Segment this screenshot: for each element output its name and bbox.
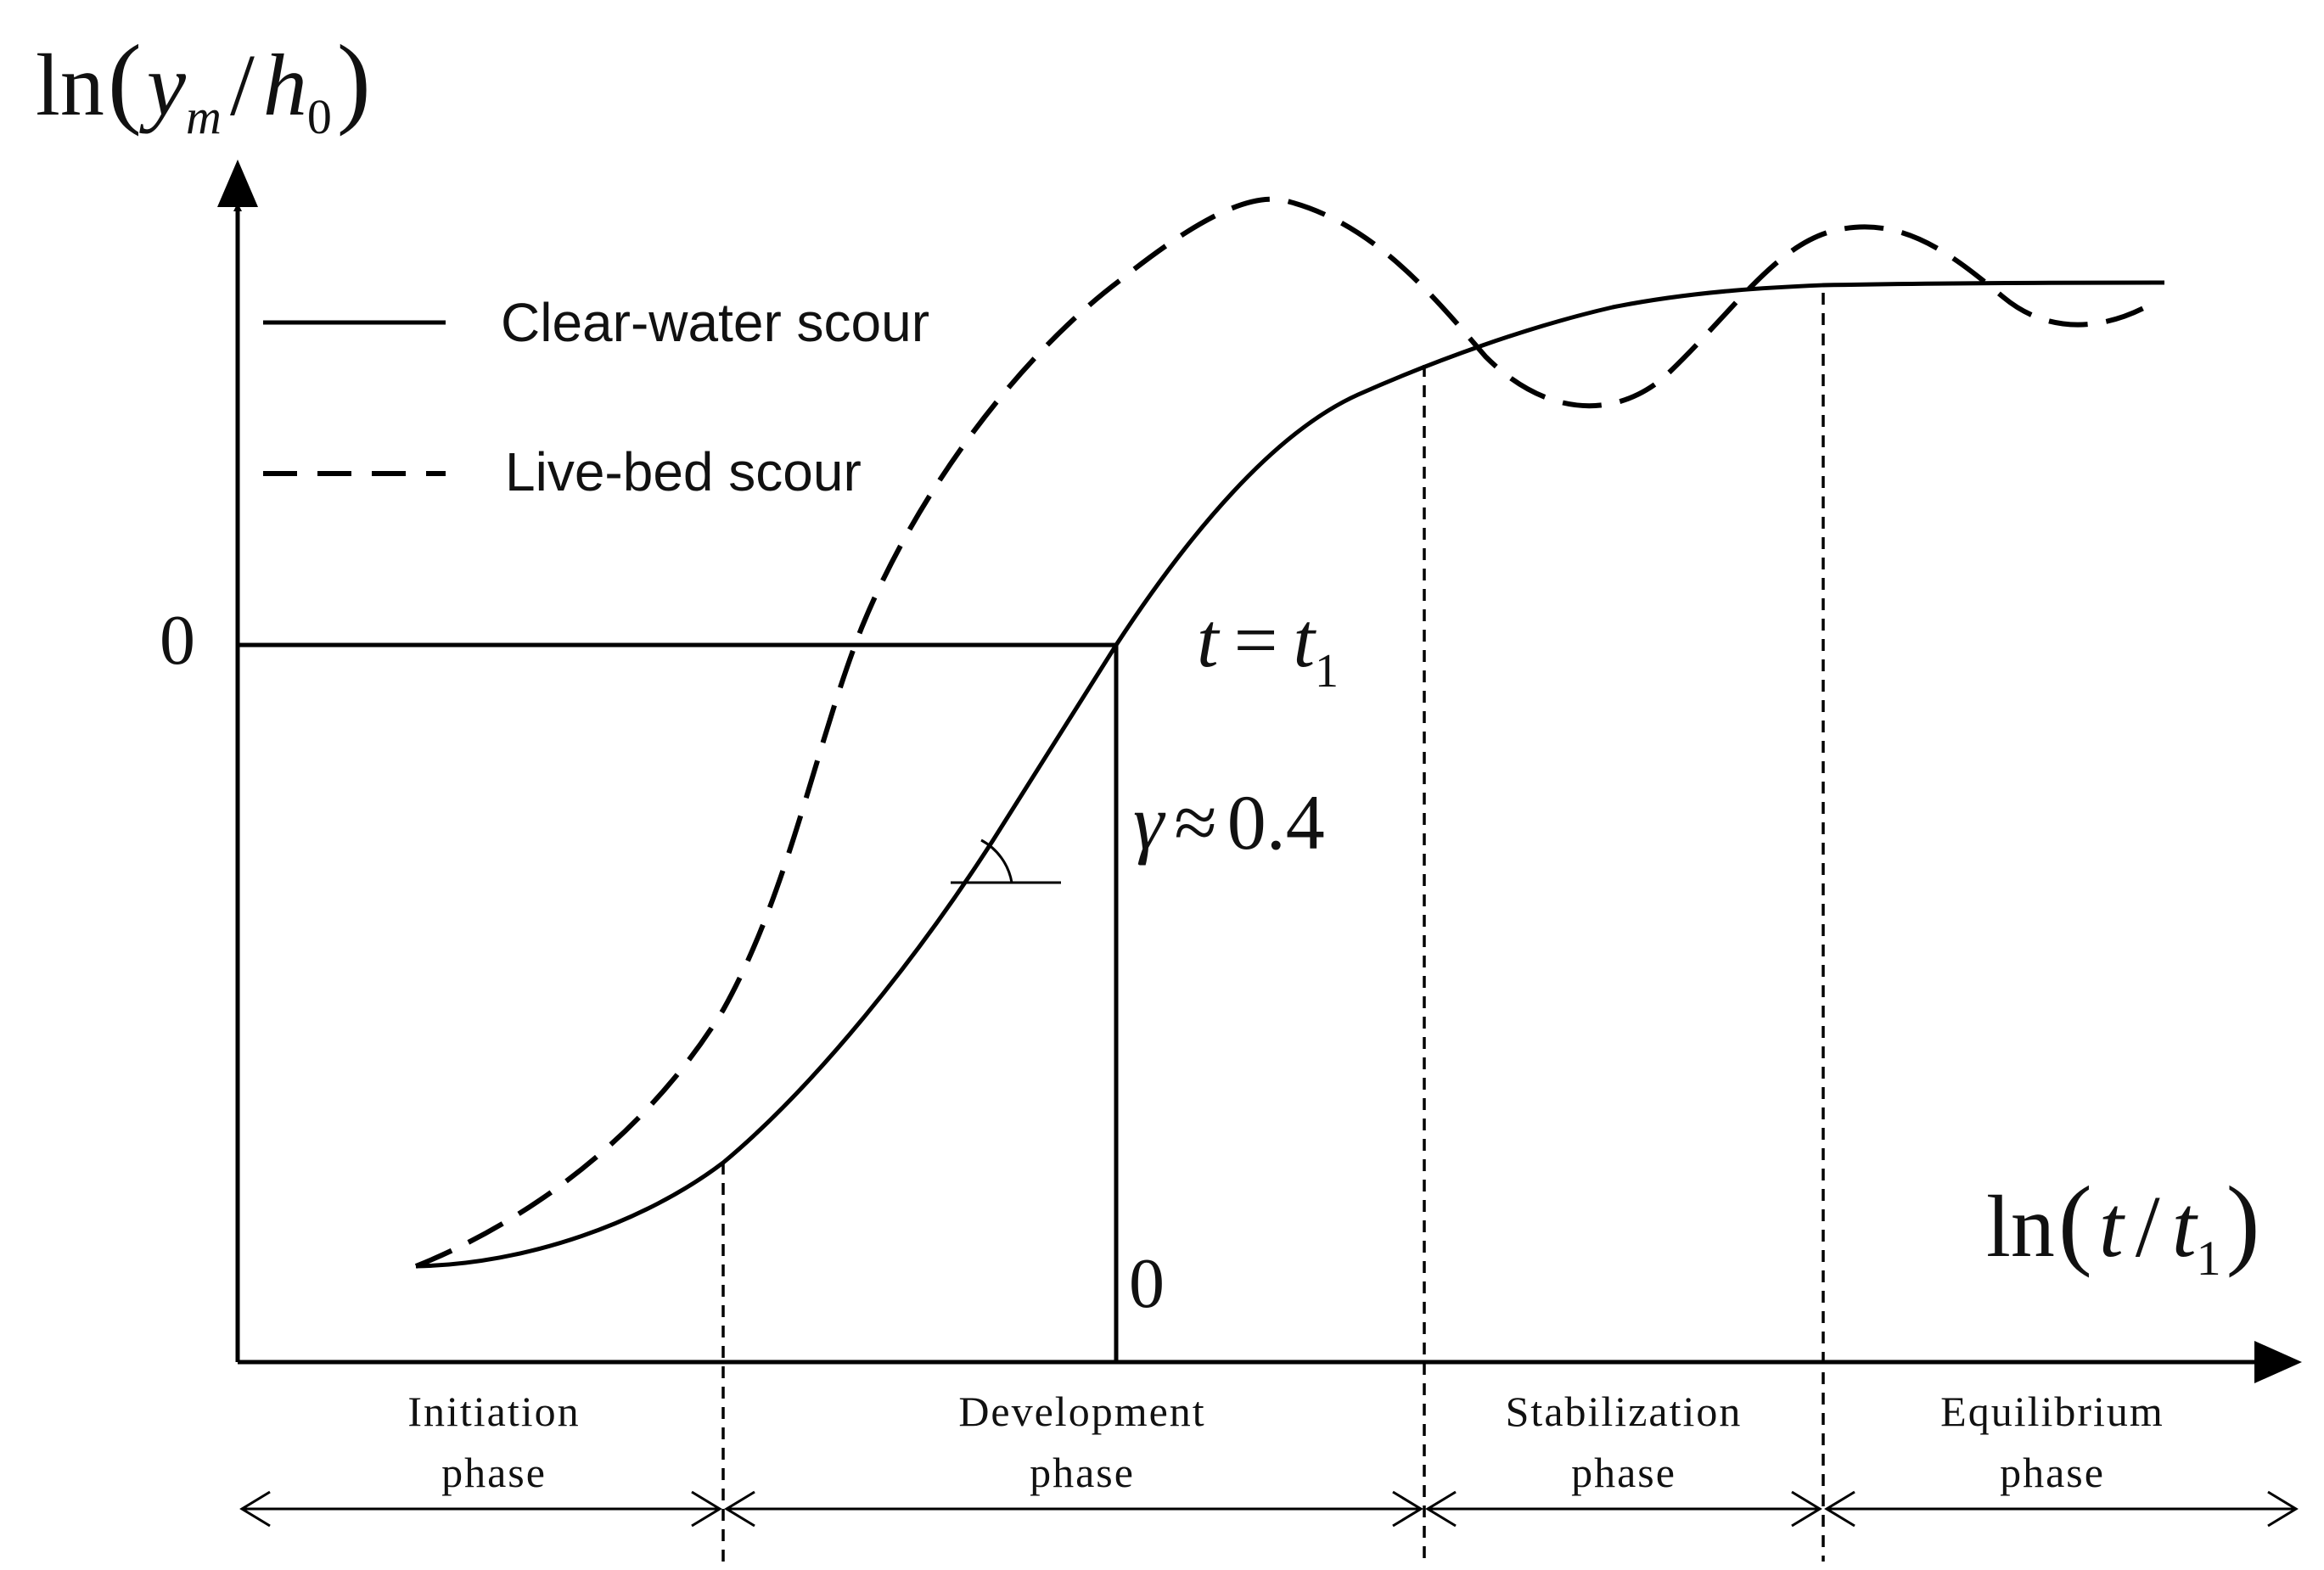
- phase-initiation-line2: phase: [441, 1449, 547, 1496]
- phase-equilibrium-line1: Equilibrium: [1940, 1388, 2164, 1435]
- equilibrium-span-arrow: [1824, 1490, 2299, 1528]
- svg-text:ln(t/t1): ln(t / t1): [1986, 1165, 2260, 1286]
- t-equals-t1-annotation: t = t1: [1197, 597, 1339, 698]
- x-axis-title: ln(t / t1): [1986, 1165, 2260, 1286]
- phase-initiation-line1: Initiation: [407, 1388, 580, 1435]
- slope-annotation: γ ≈0.4: [1133, 779, 1325, 866]
- phase-span-arrows: [239, 1490, 2299, 1528]
- stabilization-span-arrow: [1425, 1490, 1822, 1528]
- legend-label-clear-water: Clear-water scour: [501, 292, 929, 353]
- svg-text:ln(ym/h0): ln(ym/h0): [36, 24, 371, 144]
- y-axis-arrow: [217, 160, 258, 207]
- phase-stabilization-line1: Stabilization: [1506, 1388, 1743, 1435]
- y-axis-title: ln(ym/h0): [36, 24, 371, 144]
- y-axis-den-sub: 0: [307, 89, 332, 144]
- t-eq-rhs: t: [1293, 597, 1316, 683]
- x-zero-label: 0: [1129, 1244, 1165, 1323]
- y-axis-den: h: [263, 36, 307, 134]
- slope-op: ≈: [1174, 779, 1217, 866]
- t-eq-lhs: t: [1197, 597, 1221, 683]
- x-axis-den: t: [2172, 1178, 2198, 1276]
- phase-stabilization-line2: phase: [1571, 1449, 1676, 1496]
- x-axis-fn: ln: [1986, 1178, 2055, 1276]
- phase-labels: Initiation phase Development phase Stabi…: [407, 1388, 2164, 1496]
- phase-development-line1: Development: [958, 1388, 1205, 1435]
- svg-text:γ≈0.4: γ ≈0.4: [1133, 779, 1325, 866]
- clear-water-scour-curve: [415, 280, 2165, 1269]
- slope-value: 0.4: [1227, 779, 1325, 866]
- t-eq-op: =: [1234, 597, 1278, 683]
- live-bed-scour-curve: [414, 196, 2158, 1269]
- phase-development-line2: phase: [1030, 1449, 1135, 1496]
- slope-angle-arc: [980, 838, 1013, 883]
- y-axis-num-sub: m: [186, 89, 222, 144]
- phase-equilibrium-line2: phase: [2000, 1449, 2105, 1496]
- y-zero-label: 0: [160, 601, 195, 680]
- t-eq-rhs-sub: 1: [1315, 645, 1339, 698]
- initiation-span-arrow: [239, 1490, 722, 1528]
- development-span-arrow: [724, 1490, 1423, 1528]
- svg-text:t=t1: t = t1: [1197, 597, 1339, 698]
- slope-symbol: γ: [1133, 779, 1166, 866]
- y-axis-fn: ln: [36, 36, 104, 134]
- x-axis-num: t: [2099, 1178, 2125, 1276]
- x-axis-arrow: [2254, 1341, 2302, 1383]
- legend: Clear-water scour Live-bed scour: [263, 292, 929, 502]
- legend-label-live-bed: Live-bed scour: [505, 441, 862, 502]
- y-axis-num: y: [139, 36, 187, 134]
- x-axis-den-sub: 1: [2197, 1231, 2221, 1286]
